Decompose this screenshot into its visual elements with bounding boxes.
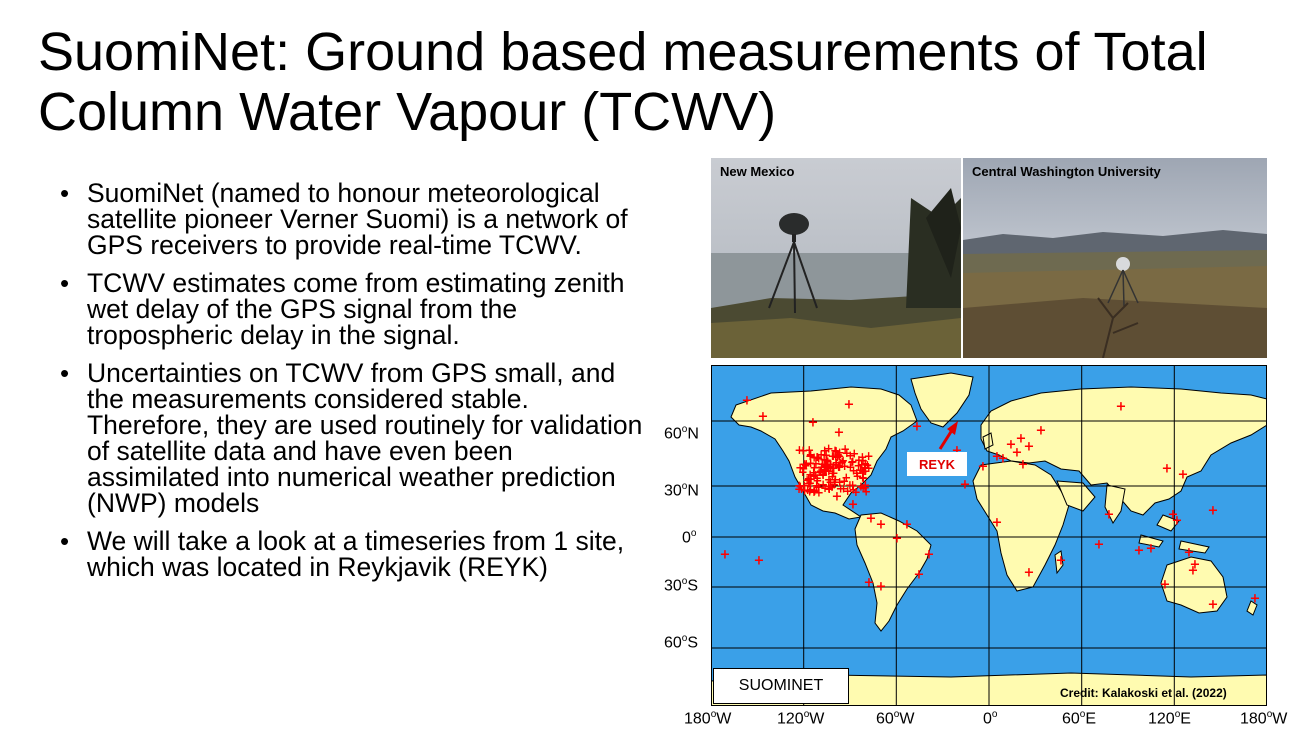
station-marker: + xyxy=(892,532,903,547)
new-mexico-photo: New Mexico xyxy=(711,158,961,358)
station-marker: + xyxy=(839,474,849,488)
station-marker: + xyxy=(1036,424,1047,439)
station-marker: + xyxy=(1178,468,1189,483)
station-marker: + xyxy=(794,443,804,457)
station-marker: + xyxy=(806,456,816,470)
bullet-item: • We will take a look at a timeseries fro… xyxy=(60,528,650,580)
x-tick-label: 60oE xyxy=(1062,709,1096,728)
x-tick-label: 120oW xyxy=(777,709,824,728)
y-tick-label: 30oS xyxy=(664,576,698,595)
station-marker: + xyxy=(742,394,753,409)
bullet-item: • SuomiNet (named to honour meteorologica… xyxy=(60,180,650,258)
bullet-item: • TCWV estimates come from estimating zen… xyxy=(60,270,650,348)
world-map: ++ +++++++++ ++++++++ ++++++ ++++ +++++ +++ + ++… xyxy=(711,365,1267,706)
station-marker: + xyxy=(720,548,731,563)
bullet-list: • SuomiNet (named to honour meteorologica… xyxy=(60,180,650,592)
cwu-scene xyxy=(963,158,1267,358)
station-marker: + xyxy=(806,472,816,486)
bullet-text: Uncertainties on TCWV from GPS small, an… xyxy=(87,358,642,518)
slide-title: SuomiNet: Ground based measurements of T… xyxy=(38,22,1278,142)
station-marker: + xyxy=(1162,462,1173,477)
x-tick-label: 60oW xyxy=(876,709,914,728)
station-marker: + xyxy=(820,444,830,458)
x-tick-label: 120oE xyxy=(1148,709,1191,728)
station-marker: + xyxy=(1134,544,1145,559)
station-marker: + xyxy=(876,518,887,533)
station-marker: + xyxy=(1094,538,1105,553)
station-marker: + xyxy=(864,449,874,463)
station-marker: + xyxy=(1056,554,1067,569)
bullet-dot: • xyxy=(60,360,69,386)
station-marker: + xyxy=(1116,400,1127,415)
bullet-text: TCWV estimates come from estimating zeni… xyxy=(87,268,625,350)
station-marker: + xyxy=(914,568,925,583)
station-marker: + xyxy=(876,580,887,595)
station-marker: + xyxy=(960,478,971,493)
station-marker: + xyxy=(992,450,1003,465)
cwu-label: Central Washington University xyxy=(972,164,1161,179)
station-marker: + xyxy=(924,548,935,563)
new-mexico-scene xyxy=(711,158,961,358)
station-marker: + xyxy=(758,410,769,425)
y-tick-label: 30oN xyxy=(664,481,699,500)
station-marker: + xyxy=(978,460,989,475)
station-marker: + xyxy=(1160,578,1171,593)
map-legend: SUOMINET xyxy=(713,668,849,704)
station-marker: + xyxy=(848,498,859,513)
station-marker: + xyxy=(808,416,819,431)
station-marker: + xyxy=(838,453,848,467)
station-marker: + xyxy=(754,554,765,569)
x-tick-label: 180oW xyxy=(684,709,731,728)
new-mexico-label: New Mexico xyxy=(720,164,794,179)
suominet-map: + + + + + + + + + + + + + + + + + + + + + + + + + + + + + + + + + + + + + + + +… xyxy=(711,365,1267,706)
x-tick-label: 0o xyxy=(983,709,997,728)
station-marker: + xyxy=(834,426,845,441)
reyk-label: REYK xyxy=(907,452,967,476)
x-tick-label: 180oW xyxy=(1240,709,1287,728)
station-marker: + xyxy=(1024,566,1035,581)
station-marker: + xyxy=(864,576,875,591)
station-marker: + xyxy=(1208,504,1219,519)
station-marker: + xyxy=(1012,446,1023,461)
station-marker: + xyxy=(1188,564,1199,579)
bullet-text: SuomiNet (named to honour meteorological… xyxy=(87,178,628,260)
station-marker: + xyxy=(1250,592,1261,607)
y-tick-label: 60oN xyxy=(664,424,699,443)
station-marker: + xyxy=(848,482,858,496)
station-marker: + xyxy=(844,398,855,413)
station-marker: + xyxy=(824,482,834,496)
station-marker: + xyxy=(1146,542,1157,557)
y-tick-label: 0o xyxy=(682,528,696,547)
station-marker: + xyxy=(819,463,829,477)
credit-text: Credit: Kalakoski et al. (2022) xyxy=(1060,686,1227,700)
station-marker: + xyxy=(902,518,913,533)
bullet-dot: • xyxy=(60,528,69,554)
station-marker: + xyxy=(912,420,923,435)
station-marker: + xyxy=(1172,514,1183,529)
station-marker: + xyxy=(1104,508,1115,523)
bullet-text: We will take a look at a timeseries from… xyxy=(87,526,624,582)
station-marker: + xyxy=(992,516,1003,531)
bullet-dot: • xyxy=(60,270,69,296)
station-marker: + xyxy=(857,463,867,477)
bullet-dot: • xyxy=(60,180,69,206)
bullet-item: • Uncertainties on TCWV from GPS small, a… xyxy=(60,360,650,516)
station-marker: + xyxy=(1016,432,1027,447)
y-tick-label: 60oS xyxy=(664,633,698,652)
cwu-photo: Central Washington University xyxy=(963,158,1267,358)
station-marker: + xyxy=(1208,598,1219,613)
